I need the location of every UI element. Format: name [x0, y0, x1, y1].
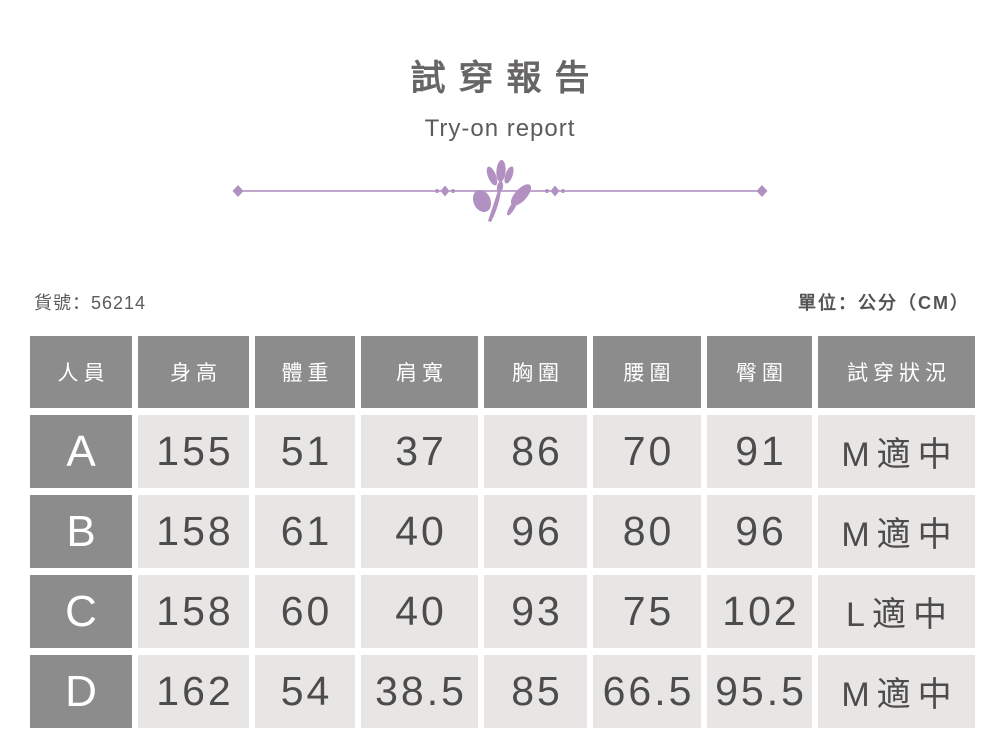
data-cell: 96 — [707, 495, 812, 568]
data-cell: 40 — [361, 575, 478, 648]
page-title: 試穿報告 — [410, 59, 603, 98]
data-cell: 162 — [138, 655, 249, 728]
header-cell-fit: 試穿狀況 — [818, 336, 975, 408]
decorative-divider — [0, 159, 1000, 225]
iris-flower-divider-icon — [232, 160, 768, 222]
data-cell: 91 — [707, 415, 812, 488]
data-cell: 158 — [138, 495, 249, 568]
data-cell: 66.5 — [593, 655, 701, 728]
try-on-report-page: 試穿報告 Try-on report — [0, 50, 1000, 750]
header-cell-hip: 臀圍 — [707, 336, 812, 408]
row-label: C — [30, 575, 132, 648]
data-cell: 155 — [138, 415, 249, 488]
page-subtitle: Try-on report — [424, 115, 576, 142]
small-ornament-left — [435, 185, 455, 197]
data-cell: 95.5 — [707, 655, 812, 728]
fit-status-cell: L適中 — [818, 575, 975, 648]
header-cell-shoulder: 肩寬 — [361, 336, 478, 408]
data-cell: 60 — [255, 575, 355, 648]
header-cell-person: 人員 — [30, 336, 132, 408]
data-cell: 96 — [484, 495, 587, 568]
fit-status-cell: M適中 — [818, 655, 975, 728]
unit-label: 單位：公分（CM） — [798, 293, 970, 313]
data-cell: 61 — [255, 495, 355, 568]
fit-status-cell: M適中 — [818, 415, 975, 488]
data-cell: 40 — [361, 495, 478, 568]
header-cell-weight: 體重 — [255, 336, 355, 408]
data-cell: 80 — [593, 495, 701, 568]
data-cell: 37 — [361, 415, 478, 488]
try-on-table: 人員 身高 體重 肩寬 胸圍 腰圍 臀圍 試穿狀況 A 155 51 37 86… — [30, 336, 975, 728]
meta-row: 貨號：56214 單位：公分（CM） — [0, 289, 1000, 315]
diamond-ornament-left — [232, 185, 244, 197]
data-cell: 85 — [484, 655, 587, 728]
header-cell-bust: 胸圍 — [484, 336, 587, 408]
data-cell: 70 — [593, 415, 701, 488]
header-cell-height: 身高 — [138, 336, 249, 408]
data-cell: 158 — [138, 575, 249, 648]
data-cell: 54 — [255, 655, 355, 728]
data-cell: 38.5 — [361, 655, 478, 728]
diamond-ornament-right — [756, 185, 768, 197]
data-cell: 93 — [484, 575, 587, 648]
row-label: D — [30, 655, 132, 728]
data-cell: 86 — [484, 415, 587, 488]
small-ornament-right — [545, 185, 565, 197]
data-cell: 51 — [255, 415, 355, 488]
row-label: B — [30, 495, 132, 568]
iris-flower-icon — [472, 160, 532, 222]
header-cell-waist: 腰圍 — [593, 336, 701, 408]
row-label: A — [30, 415, 132, 488]
data-cell: 102 — [707, 575, 812, 648]
fit-status-cell: M適中 — [818, 495, 975, 568]
data-cell: 75 — [593, 575, 701, 648]
product-number-label: 貨號：56214 — [34, 293, 147, 313]
